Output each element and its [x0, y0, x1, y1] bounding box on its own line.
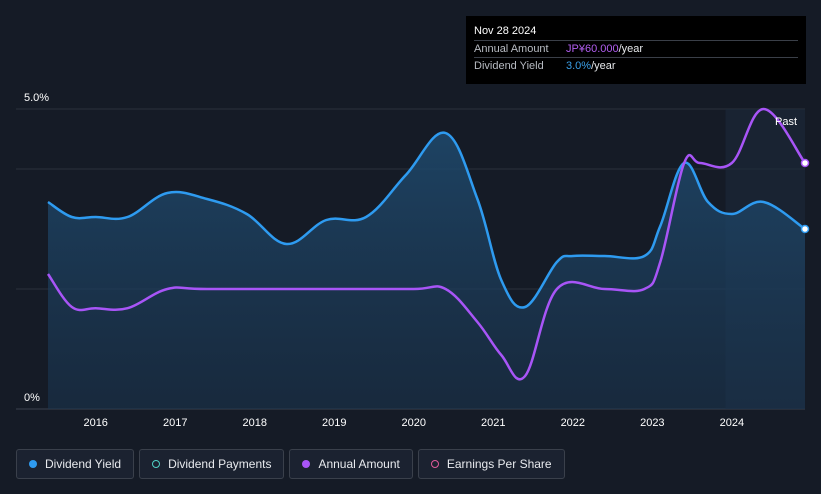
tooltip-date: Nov 28 2024 — [474, 25, 537, 37]
legend-item-annual-amount[interactable]: Annual Amount — [289, 449, 413, 479]
dividend-payments-ring-icon — [152, 460, 161, 468]
legend-item-dividend-yield[interactable]: Dividend Yield — [16, 449, 135, 479]
tooltip-row-annual-amount: Annual Amount JP¥60.000/year — [474, 40, 798, 57]
legend-label: Earnings Per Share — [446, 457, 552, 471]
earnings-per-share-ring-icon — [430, 460, 439, 468]
dividend-yield-dot-icon — [29, 460, 37, 468]
tooltip-unit: /year — [591, 60, 616, 72]
x-tick-label: 2019 — [322, 417, 346, 429]
tooltip-row-dividend-yield: Dividend Yield 3.0%/year — [474, 57, 798, 74]
tooltip-value: JP¥60.000 — [566, 43, 619, 55]
tooltip-label: Dividend Yield — [474, 60, 544, 72]
x-tick-label: 2017 — [163, 417, 187, 429]
x-tick-label: 2018 — [243, 417, 267, 429]
legend-label: Dividend Payments — [168, 457, 272, 471]
tooltip: Nov 28 2024 Annual Amount JP¥60.000/year… — [466, 16, 806, 84]
legend: Dividend Yield Dividend Payments Annual … — [16, 449, 565, 479]
legend-item-earnings-per-share[interactable]: Earnings Per Share — [417, 449, 565, 479]
annual-amount-line — [46, 107, 807, 381]
tooltip-unit: /year — [618, 43, 644, 55]
x-tick-label: 2016 — [83, 417, 107, 429]
past-label: Past — [775, 116, 797, 128]
annual-amount-endpoint[interactable] — [800, 158, 810, 168]
annual-amount-dot-icon — [302, 460, 311, 468]
x-axis: 2016 2017 2018 2019 2020 2021 2022 2023 2024 — [83, 417, 744, 429]
tooltip-label: Annual Amount — [474, 43, 549, 55]
dividend-yield-endpoint[interactable] — [800, 224, 810, 234]
dividend-yield-area — [48, 132, 805, 409]
y-tick-label-bottom: 0% — [24, 392, 40, 404]
x-tick-label: 2020 — [402, 417, 426, 429]
legend-label: Dividend Yield — [45, 457, 122, 471]
y-tick-label-top: 5.0% — [24, 92, 49, 104]
x-tick-label: 2022 — [561, 417, 585, 429]
x-tick-label: 2021 — [481, 417, 505, 429]
tooltip-value: 3.0% — [566, 60, 592, 72]
x-tick-label: 2023 — [640, 417, 664, 429]
legend-item-dividend-payments[interactable]: Dividend Payments — [139, 449, 285, 479]
x-tick-label: 2024 — [720, 417, 744, 429]
legend-label: Annual Amount — [318, 457, 400, 471]
